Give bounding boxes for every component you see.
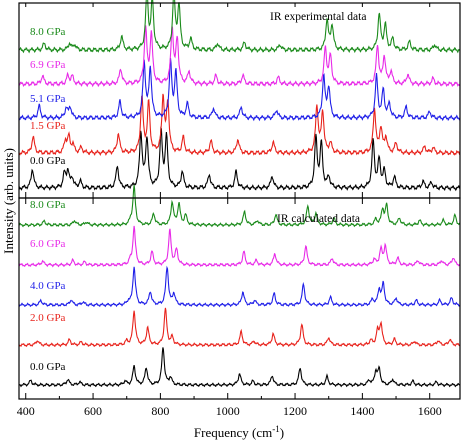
x-tick-label: 1200: [283, 404, 307, 418]
series-label-calc-4: 8.0 GPa: [30, 199, 66, 211]
plot-frame-top: [18, 2, 461, 199]
spectrum-line-calc-4: [18, 184, 461, 228]
spectrum-line-calc-0: [18, 347, 461, 388]
spectrum-line-exp-3: [18, 25, 461, 88]
series-label-exp-3: 6.9 GPa: [30, 59, 66, 71]
x-tick-label: 1000: [216, 404, 240, 418]
spectrum-line-exp-2: [18, 57, 461, 122]
spectrum-line-calc-2: [18, 265, 461, 308]
series-label-calc-3: 6.0 GPa: [30, 238, 66, 250]
x-axis-label: Frequency (cm-1): [194, 424, 284, 440]
x-tick-label: 1600: [418, 404, 442, 418]
x-axis-label-main: Frequency (cm: [194, 425, 272, 440]
x-tick-label: 800: [151, 404, 169, 418]
spectrum-line-calc-3: [18, 225, 461, 268]
series-label-calc-0: 0.0 GPa: [30, 361, 66, 373]
series-label-exp-4: 8.0 GPa: [30, 26, 66, 38]
spectrum-line-exp-0: [18, 126, 461, 192]
spectrum-line-calc-1: [18, 307, 461, 348]
plot-frame-bottom: [18, 197, 461, 400]
panel-title-experimental: IR experimental data: [270, 11, 366, 23]
spectrum-line-exp-1: [18, 93, 461, 156]
panel-title-calculated: IR calculated data: [277, 213, 360, 225]
series-label-exp-2: 5.1 GPa: [30, 93, 66, 105]
plot-layer: 0.0 GPa 1.5 GPa 5.1 GPa 6.9 GPa 8.0 GPa 0.0 G…: [18, 0, 461, 388]
series-label-exp-0: 0.0 GPa: [30, 155, 66, 167]
x-tick-label: 400: [17, 404, 35, 418]
series-label-exp-1: 1.5 GPa: [30, 120, 66, 132]
y-axis-label: Intensity (arb. units): [1, 148, 16, 254]
series-label-calc-1: 2.0 GPa: [30, 312, 66, 324]
x-axis-label-end: ): [280, 425, 284, 440]
x-tick-label: 600: [84, 404, 102, 418]
x-axis: 400 600 800 1000 1200 1400 1600: [17, 3, 442, 418]
x-tick-label: 1400: [350, 404, 374, 418]
spectrum-line-exp-4: [18, 0, 461, 54]
x-axis-label-superscript: -1: [272, 424, 280, 434]
series-label-calc-2: 4.0 GPa: [30, 280, 66, 292]
